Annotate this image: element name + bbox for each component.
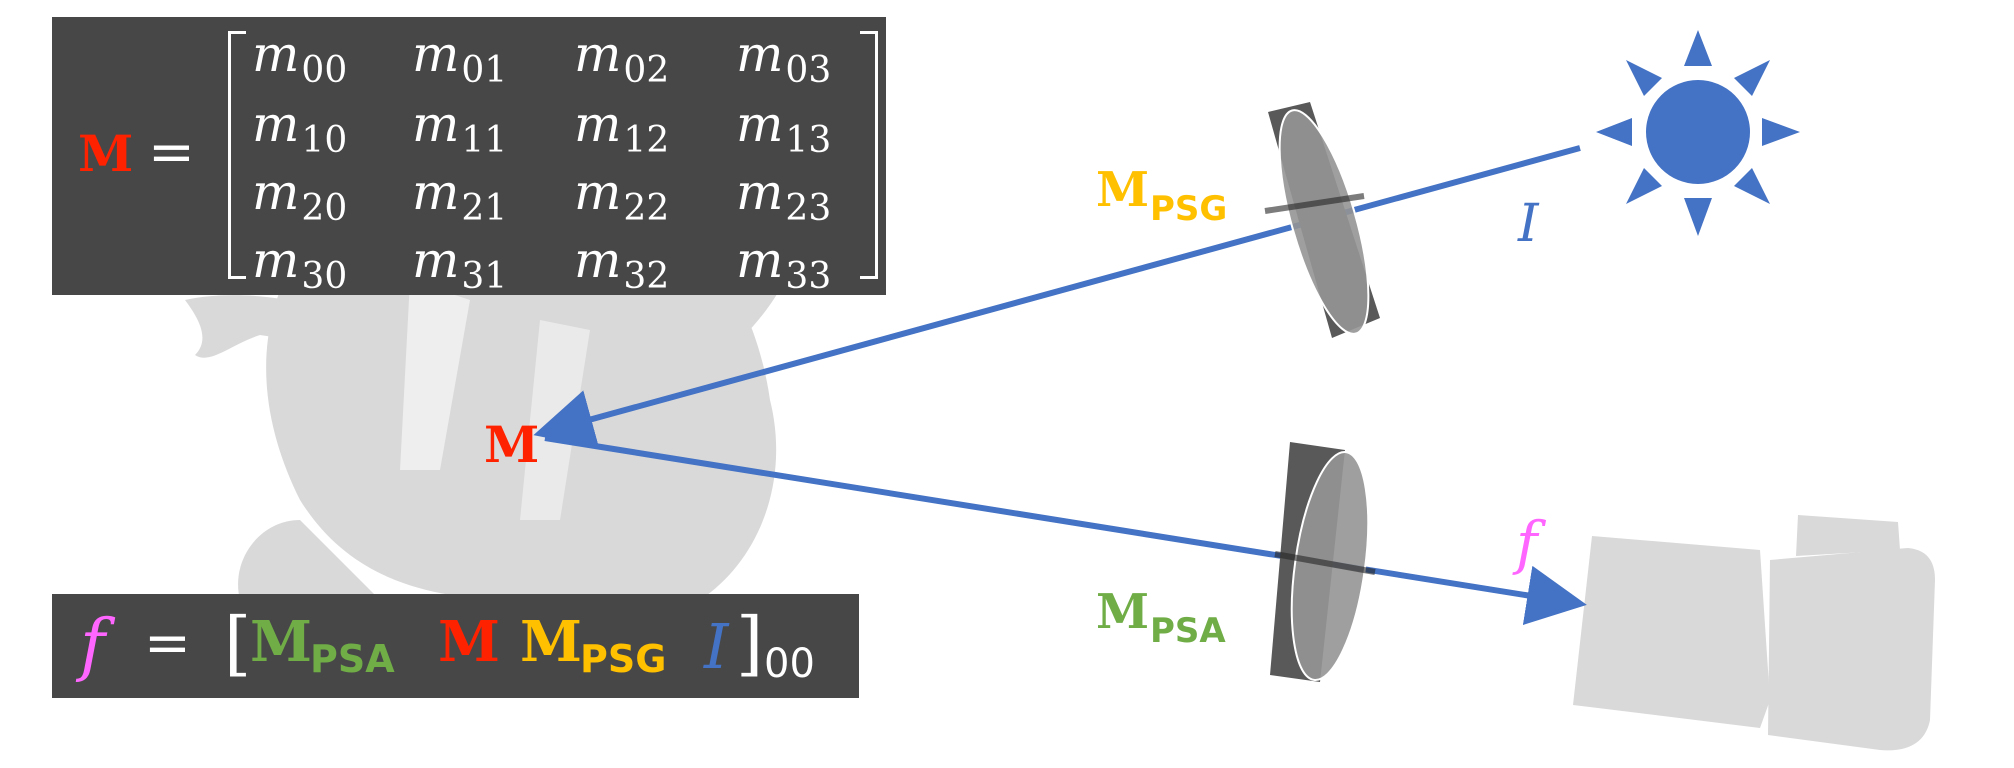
matrix-cell-02: m02 <box>574 29 669 89</box>
psg-label-sub: PSG <box>1150 189 1228 229</box>
matrix-cell-subscript: 30 <box>301 255 348 297</box>
psg-label: M <box>1096 162 1150 218</box>
matrix-cell-subscript: 33 <box>785 255 832 297</box>
camera-intensity-label: f <box>1516 509 1538 577</box>
matrix-cell-base: m <box>252 25 300 83</box>
polarizer-analyzer-icon <box>1270 442 1376 682</box>
matrix-cell-base: m <box>252 231 300 289</box>
matrix-cell-base: m <box>736 163 784 221</box>
matrix-cell-subscript: 22 <box>623 187 670 229</box>
matrix-right-bracket <box>860 31 878 279</box>
mueller-matrix-panel: M = m00 m01 m02 m03 m10 m11 m12 m13 m20 m21 m22 m23… <box>52 17 886 295</box>
matrix-equals-sign: = <box>148 120 195 185</box>
matrix-cell-subscript: 00 <box>301 49 348 91</box>
matrix-lhs-label: M <box>78 124 134 183</box>
formula-equals-sign: = <box>144 611 191 676</box>
matrix-left-bracket <box>228 31 246 279</box>
matrix-cell-base: m <box>574 231 622 289</box>
matrix-cell-03: m03 <box>736 29 831 89</box>
matrix-cell-base: m <box>412 163 460 221</box>
matrix-cell-21: m21 <box>412 167 507 227</box>
matrix-cell-subscript: 32 <box>623 255 670 297</box>
matrix-cell-23: m23 <box>736 167 831 227</box>
matrix-cell-01: m01 <box>412 29 507 89</box>
matrix-cell-base: m <box>574 95 622 153</box>
matrix-cell-subscript: 01 <box>461 49 508 91</box>
polarizer-generator-icon <box>1264 102 1380 338</box>
matrix-cell-10: m10 <box>252 99 347 159</box>
reflected-ray <box>544 435 1587 626</box>
matrix-cell-subscript: 23 <box>785 187 832 229</box>
formula-m: M <box>438 609 500 675</box>
object-mueller-label: M <box>484 415 540 474</box>
matrix-cell-subscript: 12 <box>623 119 670 161</box>
matrix-cell-subscript: 11 <box>461 119 508 161</box>
formula-open-bracket: [ <box>224 602 252 684</box>
formula-m-psg-sub: PSG <box>580 637 667 681</box>
matrix-cell-base: m <box>252 95 300 153</box>
matrix-cell-30: m30 <box>252 235 347 295</box>
matrix-cell-31: m31 <box>412 235 507 295</box>
matrix-cell-base: m <box>736 25 784 83</box>
light-intensity-label: I <box>1518 194 1539 254</box>
matrix-cell-base: m <box>574 25 622 83</box>
matrix-cell-12: m12 <box>574 99 669 159</box>
psa-label: M <box>1096 584 1150 640</box>
formula-m-psa-sub: PSA <box>310 637 395 681</box>
matrix-cell-subscript: 20 <box>301 187 348 229</box>
sun-icon <box>1596 30 1800 236</box>
formula-i-symbol: I <box>704 610 729 683</box>
formula-f-symbol: f <box>80 606 106 685</box>
formula-m-psa: M <box>250 609 312 675</box>
matrix-cell-base: m <box>412 95 460 153</box>
matrix-cell-base: m <box>736 95 784 153</box>
incident-ray <box>533 145 1581 449</box>
matrix-cell-subscript: 03 <box>785 49 832 91</box>
formula-close-bracket: ] <box>736 602 764 684</box>
matrix-cell-subscript: 13 <box>785 119 832 161</box>
matrix-cell-11: m11 <box>412 99 507 159</box>
matrix-cell-base: m <box>412 25 460 83</box>
light-rays <box>533 145 1587 626</box>
formula-close-sub: 00 <box>764 641 815 687</box>
matrix-cell-base: m <box>736 231 784 289</box>
matrix-cell-base: m <box>252 163 300 221</box>
matrix-cell-base: m <box>412 231 460 289</box>
matrix-cell-33: m33 <box>736 235 831 295</box>
formula-m-psg: M <box>520 609 582 675</box>
matrix-cell-subscript: 21 <box>461 187 508 229</box>
matrix-cell-subscript: 31 <box>461 255 508 297</box>
matrix-cell-subscript: 02 <box>623 49 670 91</box>
matrix-cell-20: m20 <box>252 167 347 227</box>
matrix-cell-subscript: 10 <box>301 119 348 161</box>
matrix-cell-13: m13 <box>736 99 831 159</box>
matrix-cell-base: m <box>574 163 622 221</box>
intensity-formula-panel: f = [ M PSA M M PSG I ] 00 <box>52 594 859 698</box>
camera-icon <box>1573 515 1935 751</box>
matrix-cell-22: m22 <box>574 167 669 227</box>
matrix-cell-00: m00 <box>252 29 347 89</box>
matrix-cell-32: m32 <box>574 235 669 295</box>
psa-label-sub: PSA <box>1150 611 1226 651</box>
